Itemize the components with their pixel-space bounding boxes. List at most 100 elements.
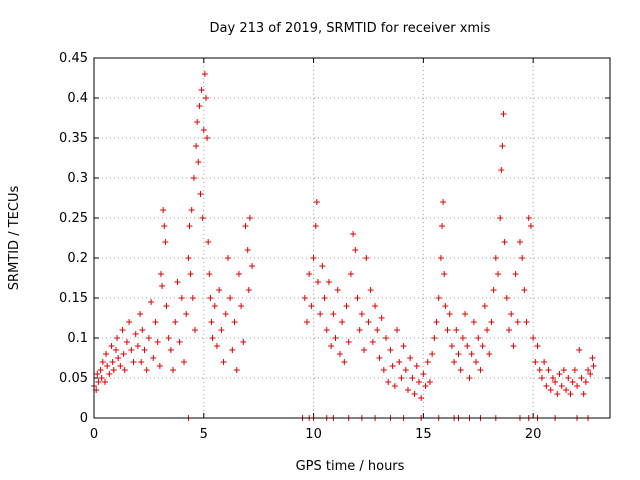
data-point-marker	[459, 335, 466, 341]
data-point-marker	[172, 319, 179, 325]
x-tick-label: 0	[90, 427, 98, 442]
data-point-marker	[95, 379, 102, 385]
data-point-marker	[407, 355, 414, 361]
data-point-marker	[176, 339, 183, 345]
data-point-marker	[167, 347, 174, 353]
data-point-marker	[587, 371, 594, 377]
data-point-marker	[336, 351, 343, 357]
data-point-marker	[356, 327, 363, 333]
data-point-marker	[240, 339, 247, 345]
data-point-marker	[590, 363, 597, 369]
data-point-marker	[440, 199, 447, 205]
data-point-marker	[486, 351, 493, 357]
data-point-marker	[160, 207, 167, 213]
data-point-marker	[580, 391, 587, 397]
data-point-marker	[404, 387, 411, 393]
data-point-marker	[576, 347, 583, 353]
data-point-marker	[431, 335, 438, 341]
data-point-marker	[488, 319, 495, 325]
data-point-marker	[552, 379, 559, 385]
data-point-marker	[106, 371, 113, 377]
data-point-marker	[437, 255, 444, 261]
data-point-marker	[157, 271, 164, 277]
data-point-marker	[143, 367, 150, 373]
data-point-marker	[374, 327, 381, 333]
data-point-marker	[148, 299, 155, 305]
data-point-marker	[139, 327, 146, 333]
data-point-marker	[429, 351, 436, 357]
data-point-marker	[198, 87, 205, 93]
data-point-marker	[245, 287, 252, 293]
data-point-marker	[418, 395, 425, 401]
data-point-marker	[227, 295, 234, 301]
data-point-marker	[328, 343, 335, 349]
data-point-marker	[589, 355, 596, 361]
data-point-marker	[110, 367, 117, 373]
data-point-marker	[206, 271, 213, 277]
data-point-marker	[354, 295, 361, 301]
data-point-marker	[569, 379, 576, 385]
data-point-marker	[383, 335, 390, 341]
data-point-marker	[244, 247, 251, 253]
data-point-marker	[345, 339, 352, 345]
data-point-marker	[188, 207, 195, 213]
data-point-marker	[231, 319, 238, 325]
data-point-marker	[238, 303, 245, 309]
data-point-marker	[538, 375, 545, 381]
data-point-marker	[334, 287, 341, 293]
data-point-marker	[361, 347, 368, 353]
data-point-marker	[556, 371, 563, 377]
data-point-marker	[495, 271, 502, 277]
data-point-marker	[185, 255, 192, 261]
data-point-marker	[341, 359, 348, 365]
data-point-marker	[201, 71, 208, 77]
data-point-marker	[442, 303, 449, 309]
data-point-marker	[323, 327, 330, 333]
data-point-marker	[376, 355, 383, 361]
y-tick-label: 0.45	[59, 51, 88, 66]
data-point-marker	[446, 311, 453, 317]
data-point-marker	[115, 355, 122, 361]
data-point-marker	[301, 295, 308, 301]
data-point-marker	[571, 367, 578, 373]
data-point-marker	[455, 351, 462, 357]
data-point-marker	[192, 327, 199, 333]
data-point-marker	[205, 239, 212, 245]
data-point-marker	[492, 255, 499, 261]
data-point-marker	[130, 359, 137, 365]
data-point-marker	[229, 347, 236, 353]
data-point-marker	[94, 371, 101, 377]
data-point-marker	[389, 363, 396, 369]
data-point-marker	[152, 319, 159, 325]
data-point-marker	[448, 343, 455, 349]
data-point-marker	[420, 371, 427, 377]
data-point-marker	[330, 311, 337, 317]
data-point-marker	[372, 303, 379, 309]
y-tick-label: 0.2	[67, 251, 88, 266]
y-tick-label: 0.3	[67, 171, 88, 186]
data-point-marker	[441, 271, 448, 277]
plot-frame	[93, 57, 611, 419]
data-point-marker	[391, 383, 398, 389]
data-point-marker	[112, 347, 119, 353]
data-point-marker	[132, 331, 139, 337]
data-point-marker	[101, 379, 108, 385]
data-point-marker	[187, 271, 194, 277]
y-tick-label: 0.4	[67, 91, 88, 106]
data-point-marker	[197, 191, 204, 197]
data-point-marker	[519, 255, 526, 261]
data-point-marker	[387, 347, 394, 353]
data-point-marker	[233, 367, 240, 373]
data-point-marker	[500, 111, 507, 117]
data-point-marker	[195, 159, 202, 165]
data-point-marker	[103, 351, 110, 357]
data-point-marker	[453, 327, 460, 333]
data-point-marker	[523, 319, 530, 325]
x-tick-label: 20	[525, 427, 542, 442]
data-point-marker	[204, 135, 211, 141]
data-point-marker	[563, 387, 570, 393]
data-point-marker	[497, 215, 504, 221]
data-point-marker	[156, 363, 163, 369]
data-point-marker	[567, 391, 574, 397]
data-point-marker	[350, 231, 357, 237]
